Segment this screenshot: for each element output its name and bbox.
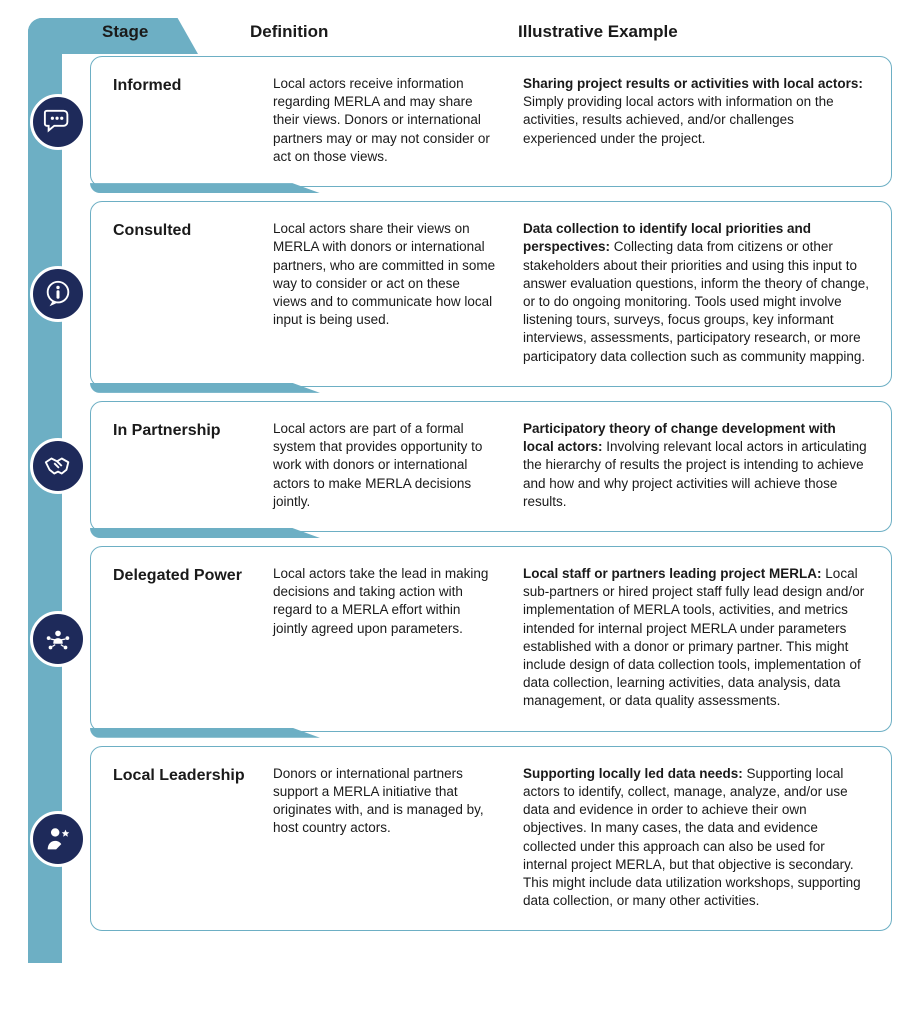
stage-definition: Local actors take the lead in making dec… <box>273 565 523 711</box>
info-bubble-icon <box>30 266 86 322</box>
stage-title: In Partnership <box>113 420 273 511</box>
header-stage: Stage <box>90 22 250 42</box>
stage-definition: Local actors are part of a formal system… <box>273 420 523 511</box>
stage-example: Local staff or partners leading project … <box>523 565 869 711</box>
stage-row: Local Leadership Donors or international… <box>28 746 892 932</box>
stage-card: In Partnership Local actors are part of … <box>90 401 892 532</box>
person-star-icon <box>30 811 86 867</box>
stage-icon-cell <box>28 201 90 387</box>
stage-row: Consulted Local actors share their views… <box>28 201 892 387</box>
example-text: Simply providing local actors with infor… <box>523 94 834 145</box>
stage-definition: Donors or international partners support… <box>273 765 523 911</box>
stage-title: Consulted <box>113 220 273 366</box>
header-row: Stage Definition Illustrative Example <box>28 0 892 56</box>
stage-title: Delegated Power <box>113 565 273 711</box>
example-bold: Supporting locally led data needs: <box>523 766 743 781</box>
stage-title: Informed <box>113 75 273 166</box>
header-example: Illustrative Example <box>500 22 892 42</box>
group-network-icon <box>30 611 86 667</box>
stage-definition: Local actors receive information regardi… <box>273 75 523 166</box>
stage-example: Data collection to identify local priori… <box>523 220 869 366</box>
stage-card: Local Leadership Donors or international… <box>90 746 892 932</box>
chat-dots-icon <box>30 94 86 150</box>
stage-row: Delegated Power Local actors take the le… <box>28 546 892 732</box>
stage-row: In Partnership Local actors are part of … <box>28 401 892 532</box>
stage-row: Informed Local actors receive informatio… <box>28 56 892 187</box>
example-text: Collecting data from citizens or other s… <box>523 239 869 363</box>
handshake-icon <box>30 438 86 494</box>
example-text: Supporting local actors to identify, col… <box>523 766 861 909</box>
example-text: Local sub-partners or hired project staf… <box>523 566 864 709</box>
stage-card: Delegated Power Local actors take the le… <box>90 546 892 732</box>
stage-icon-cell <box>28 546 90 732</box>
example-bold: Local staff or partners leading project … <box>523 566 822 581</box>
stage-icon-cell <box>28 746 90 932</box>
stage-example: Sharing project results or activities wi… <box>523 75 869 166</box>
stage-icon-cell <box>28 56 90 187</box>
infographic-container: Stage Definition Illustrative Example In… <box>0 0 900 963</box>
stage-icon-cell <box>28 401 90 532</box>
stage-card: Informed Local actors receive informatio… <box>90 56 892 187</box>
stage-card: Consulted Local actors share their views… <box>90 201 892 387</box>
stage-example: Participatory theory of change developme… <box>523 420 869 511</box>
stage-title: Local Leadership <box>113 765 273 911</box>
stage-definition: Local actors share their views on MERLA … <box>273 220 523 366</box>
header-definition: Definition <box>250 22 500 42</box>
stage-example: Supporting locally led data needs: Suppo… <box>523 765 869 911</box>
example-bold: Sharing project results or activities wi… <box>523 76 863 91</box>
